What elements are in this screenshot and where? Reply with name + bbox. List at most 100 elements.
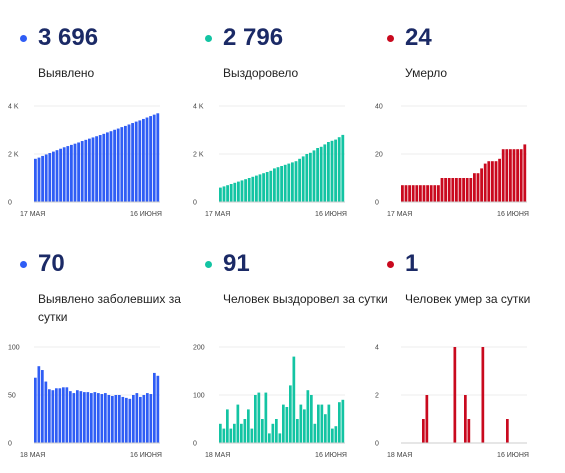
bar: [258, 174, 262, 202]
bar: [455, 178, 458, 202]
bar: [44, 154, 48, 202]
bar: [251, 176, 255, 202]
bar: [59, 148, 62, 202]
bar: [506, 419, 509, 443]
detected-total-value: 3 696: [38, 24, 99, 51]
x-tick-label: 16 ИЮНЯ: [497, 452, 529, 459]
bar: [134, 121, 138, 202]
bar: [86, 392, 90, 443]
x-tick-label: 16 ИЮНЯ: [497, 211, 529, 218]
bar: [240, 180, 244, 202]
bar: [237, 181, 240, 202]
recovered-total-chart: 4 K 2 K 0 17 МАЯ 16 ИЮНЯ: [193, 104, 347, 219]
bar: [280, 166, 283, 202]
bar: [132, 395, 135, 443]
bar: [90, 393, 93, 443]
panel-deaths-daily: 1 Человек умер за сутки 4 2 0 18 МАЯ 16 ИЮНЯ: [375, 248, 565, 473]
bar: [95, 136, 98, 202]
bar: [149, 394, 153, 443]
bar: [271, 423, 275, 443]
bar: [320, 404, 324, 443]
bar: [88, 138, 91, 202]
bar: [341, 399, 345, 443]
bar: [135, 393, 139, 443]
bar: [153, 372, 156, 443]
bar: [313, 423, 317, 443]
bar: [498, 158, 501, 202]
panel-detected-daily: 70 Выявлено заболевших за сутки 100 50 0 18…: [8, 248, 200, 473]
bar: [299, 404, 303, 443]
legend-dot: [205, 261, 212, 268]
bar: [480, 168, 483, 202]
y-tick-label: 50: [8, 393, 16, 400]
bar: [219, 423, 222, 443]
bar: [451, 178, 455, 202]
bar: [142, 118, 145, 202]
bar: [149, 116, 152, 202]
bar: [422, 185, 426, 202]
bar: [83, 392, 86, 443]
x-tick-label: 16 ИЮНЯ: [315, 211, 347, 218]
bar: [523, 144, 527, 202]
bar: [55, 150, 59, 202]
y-tick-label: 4: [375, 345, 379, 352]
bar: [426, 185, 429, 202]
bar: [124, 125, 127, 202]
bar: [69, 391, 72, 443]
bar: [48, 153, 52, 202]
bar: [283, 164, 287, 202]
bar: [275, 419, 278, 443]
bar: [247, 178, 251, 202]
recovered-daily-label: Человек выздоровел за сутки: [223, 292, 388, 306]
bar: [483, 163, 487, 202]
bar: [229, 428, 233, 443]
bar: [113, 129, 116, 202]
y-tick-label: 100: [8, 345, 20, 352]
bar: [294, 161, 298, 202]
bar: [487, 161, 491, 202]
y-tick-label: 0: [8, 441, 12, 448]
detected-daily-chart: 100 50 0 18 МАЯ 16 ИЮНЯ: [8, 345, 162, 460]
bar: [287, 163, 291, 202]
bar: [465, 178, 469, 202]
deaths-total-chart: 40 20 0 17 МАЯ 16 ИЮНЯ: [375, 104, 529, 219]
y-tick-label: 200: [193, 345, 205, 352]
bar: [48, 389, 51, 443]
bar: [37, 157, 41, 202]
bar: [512, 149, 516, 202]
bar: [433, 185, 437, 202]
bar: [98, 135, 102, 202]
y-tick-label: 100: [193, 393, 205, 400]
bar: [243, 419, 247, 443]
x-tick-label: 18 МАЯ: [205, 452, 230, 459]
bar: [104, 393, 107, 443]
x-tick-label: 18 МАЯ: [20, 452, 45, 459]
bar: [469, 178, 473, 202]
bar: [138, 120, 142, 202]
bar: [34, 158, 37, 202]
bar: [226, 409, 229, 443]
bar: [58, 388, 62, 443]
panel-deaths-total: 24 Умерло 40 20 0 17 МАЯ 16 ИЮНЯ: [375, 22, 565, 247]
bar: [494, 161, 498, 202]
recovered-total-label: Выздоровело: [223, 66, 299, 80]
deaths-daily-value: 1: [405, 250, 419, 277]
bar: [269, 170, 273, 202]
recovered-daily-chart: 200 100 0 18 МАЯ 16 ИЮНЯ: [193, 345, 347, 460]
legend-dot: [20, 261, 27, 268]
bar: [111, 395, 114, 443]
bar: [305, 154, 309, 202]
bar: [481, 347, 485, 443]
bar: [219, 187, 222, 202]
bar: [128, 398, 132, 443]
bar: [337, 137, 341, 202]
bar: [334, 139, 337, 202]
y-tick-label: 0: [193, 441, 197, 448]
recovered-daily-value: 91: [223, 250, 250, 277]
y-tick-label: 2: [375, 393, 379, 400]
bar: [306, 390, 310, 443]
bar: [429, 185, 433, 202]
y-tick-label: 20: [375, 152, 383, 159]
bar: [107, 395, 111, 443]
bar: [467, 419, 471, 443]
